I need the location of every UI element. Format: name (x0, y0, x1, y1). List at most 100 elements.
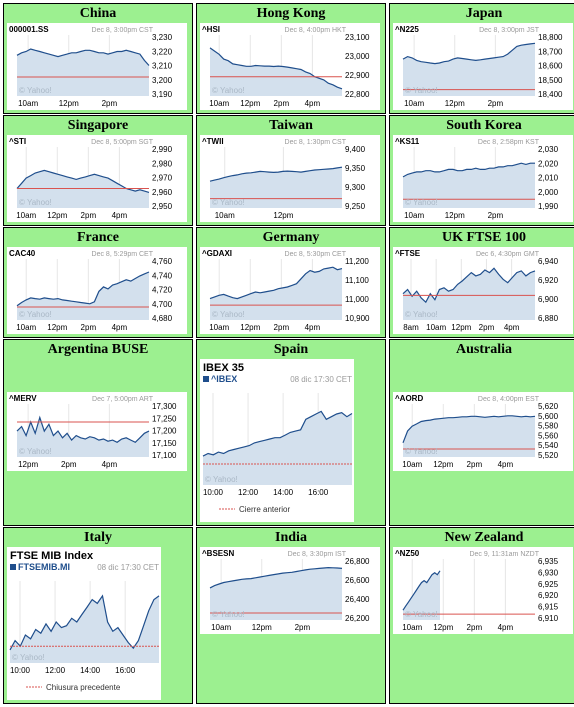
x-tick-label: 10am (211, 623, 231, 632)
timestamp-label: Dec 8, 3:30pm IST (288, 551, 347, 558)
x-tick-label: 12pm (451, 323, 471, 332)
y-tick-label: 18,700 (538, 47, 563, 56)
series-line (16, 415, 150, 444)
x-tick-label: 2pm (102, 99, 118, 108)
x-tick-label: 10am (404, 99, 424, 108)
y-tick-label: 5,540 (538, 441, 559, 450)
chart-singapore[interactable]: ^STI Dec 8, 5:00pm SGT © Yahoo! 2,990 2,980 2… (7, 135, 187, 222)
yahoo-watermark: © Yahoo! (405, 310, 438, 319)
series-line (402, 162, 535, 178)
y-tick-label: 9,400 (345, 145, 366, 154)
chart-china[interactable]: 000001.SS Dec 8, 3:00pm CST © Yahoo! 3,230 3… (7, 23, 187, 110)
panel-india: India ^BSESN Dec 8, 3:30pm IST © Yahoo! 26,8… (196, 527, 386, 704)
yahoo-watermark: © Yahoo! (212, 198, 245, 207)
series-area (403, 268, 535, 320)
series-square-icon (10, 564, 16, 570)
x-tick-label: 12pm (273, 211, 293, 220)
y-tick-label: 4,680 (152, 314, 173, 323)
x-tick-label: 10am (426, 323, 446, 332)
chart-japan[interactable]: ^N225 Dec 8, 3:00pm JST © Yahoo! 18,800 18,7… (393, 23, 573, 110)
yahoo-watermark: © Yahoo! (212, 610, 245, 619)
chart-svg: ^KS11 Dec 8, 2:58pm KST © Yahoo! 2,030 2,020… (395, 137, 559, 220)
ticker-label: ^STI (9, 137, 26, 146)
yahoo-watermark: © Yahoo! (19, 310, 52, 319)
yahoo-watermark: © Yahoo! (405, 610, 438, 619)
yahoo-watermark: © Yahoo! (405, 86, 438, 95)
x-tick-label: 12pm (47, 323, 67, 332)
x-tick-label: 12pm (240, 99, 260, 108)
y-tick-label: 26,400 (345, 595, 370, 604)
x-tick-label: 8am (403, 323, 419, 332)
y-tick-label: 18,800 (538, 33, 563, 42)
y-tick-label: 6,925 (538, 580, 559, 589)
chart-india[interactable]: ^BSESN Dec 8, 3:30pm IST © Yahoo! 26,800 26,… (200, 547, 380, 634)
chart-svg: ^MERV Dec 7, 5:00pm ART © Yahoo! 17,300 17,2… (9, 394, 177, 469)
timestamp-label: Dec 8, 5:29pm CET (92, 251, 154, 258)
chart-hong-kong[interactable]: ^HSI Dec 8, 4:00pm HKT © Yahoo! 23,100 23,00… (200, 23, 380, 110)
y-tick-label: 3,200 (152, 76, 173, 85)
ticker-label: 000001.SS (9, 25, 49, 34)
panel-japan: Japan ^N225 Dec 8, 3:00pm JST © Yahoo! 18,80… (389, 3, 574, 114)
series-area (210, 267, 342, 320)
x-tick-label: 10:00 (10, 666, 31, 675)
y-tick-label: 4,740 (152, 271, 173, 280)
series-area (17, 272, 149, 320)
y-tick-label: 18,500 (538, 76, 563, 85)
chart-france[interactable]: CAC40 Dec 8, 5:29pm CET © Yahoo! 4,760 4,740… (7, 247, 187, 334)
x-tick-label: 12:00 (238, 488, 259, 497)
chart-south-korea[interactable]: ^KS11 Dec 8, 2:58pm KST © Yahoo! 2,030 2,020… (393, 135, 573, 222)
timestamp-label: Dec 8, 3:00pm CST (92, 27, 154, 34)
yahoo-watermark: © Yahoo! (12, 653, 45, 662)
x-tick-label: 10am (402, 460, 422, 469)
x-tick-label: 12pm (433, 460, 453, 469)
timestamp-label: Dec 8, 4:00pm EST (478, 396, 540, 403)
y-tick-label: 11,100 (345, 276, 369, 285)
y-tick-label: 11,000 (345, 295, 369, 304)
yahoo-watermark: © Yahoo! (19, 447, 52, 456)
panel-title: Argentina BUSE (47, 342, 149, 357)
chart-italy[interactable]: FTSE MIB Index FTSEMIB.MI 08 dic 17:30 CET… (7, 547, 161, 700)
chart-svg: ^FTSE Dec 6, 4:30pm GMT © Yahoo! 6,940 6,920… (395, 249, 559, 332)
y-tick-label: 2,990 (152, 145, 173, 154)
y-tick-label: 3,210 (152, 62, 173, 71)
y-tick-label: 17,200 (152, 427, 177, 436)
y-tick-label: 5,620 (538, 402, 559, 411)
y-tick-label: 6,900 (538, 295, 559, 304)
chart-germany[interactable]: ^GDAXI Dec 8, 5:30pm CET © Yahoo! 11,200 11,… (200, 247, 380, 334)
series-line (209, 266, 343, 300)
y-tick-label: 2,030 (538, 145, 559, 154)
panel-title: China (79, 6, 117, 21)
chart-argentina-buse[interactable]: ^MERV Dec 7, 5:00pm ART © Yahoo! 17,300 17,2… (7, 392, 187, 471)
chart-new-zealand[interactable]: ^NZ50 Dec 9, 11:31am NZDT © Yahoo! 6,935 6,9… (393, 547, 573, 634)
series-line (209, 47, 343, 90)
chart-uk-ftse-100[interactable]: ^FTSE Dec 6, 4:30pm GMT © Yahoo! 6,940 6,920… (393, 247, 573, 334)
x-tick-label: 16:00 (115, 666, 136, 675)
x-tick-label: 12pm (252, 623, 272, 632)
y-tick-label: 3,230 (152, 33, 173, 42)
x-tick-label: 2pm (467, 460, 483, 469)
x-tick-label: 4pm (305, 323, 321, 332)
y-tick-label: 6,920 (538, 591, 559, 600)
series-line (9, 594, 160, 651)
ticker-label: ^BSESN (202, 549, 234, 558)
y-tick-label: 22,800 (345, 90, 370, 99)
x-tick-label: 10am (16, 211, 36, 220)
chart-svg: ^AORD Dec 8, 4:00pm EST © Yahoo! 5,6205,600… (395, 394, 559, 469)
chart-australia[interactable]: ^AORD Dec 8, 4:00pm EST © Yahoo! 5,620 5,600… (393, 392, 573, 471)
series-area (210, 47, 342, 96)
x-tick-label: 12pm (47, 211, 67, 220)
yahoo-watermark: © Yahoo! (212, 310, 245, 319)
x-tick-label: 2pm (295, 623, 311, 632)
y-tick-label: 26,200 (345, 614, 370, 623)
panel-title: Singapore (67, 118, 129, 133)
chart-taiwan[interactable]: ^TWII Dec 8, 1:30pm CST © Yahoo! 9,400 9,350… (200, 135, 380, 222)
y-tick-label: 1,990 (538, 202, 559, 211)
timestamp-label: Dec 8, 5:30pm CET (285, 251, 347, 258)
yahoo-watermark: © Yahoo! (205, 475, 238, 484)
x-tick-label: 12:00 (45, 666, 66, 675)
y-tick-label: 6,935 (538, 557, 559, 566)
timestamp-label: Dec 8, 4:00pm HKT (285, 27, 347, 34)
y-tick-label: 18,600 (538, 62, 563, 71)
series-area (403, 43, 535, 96)
